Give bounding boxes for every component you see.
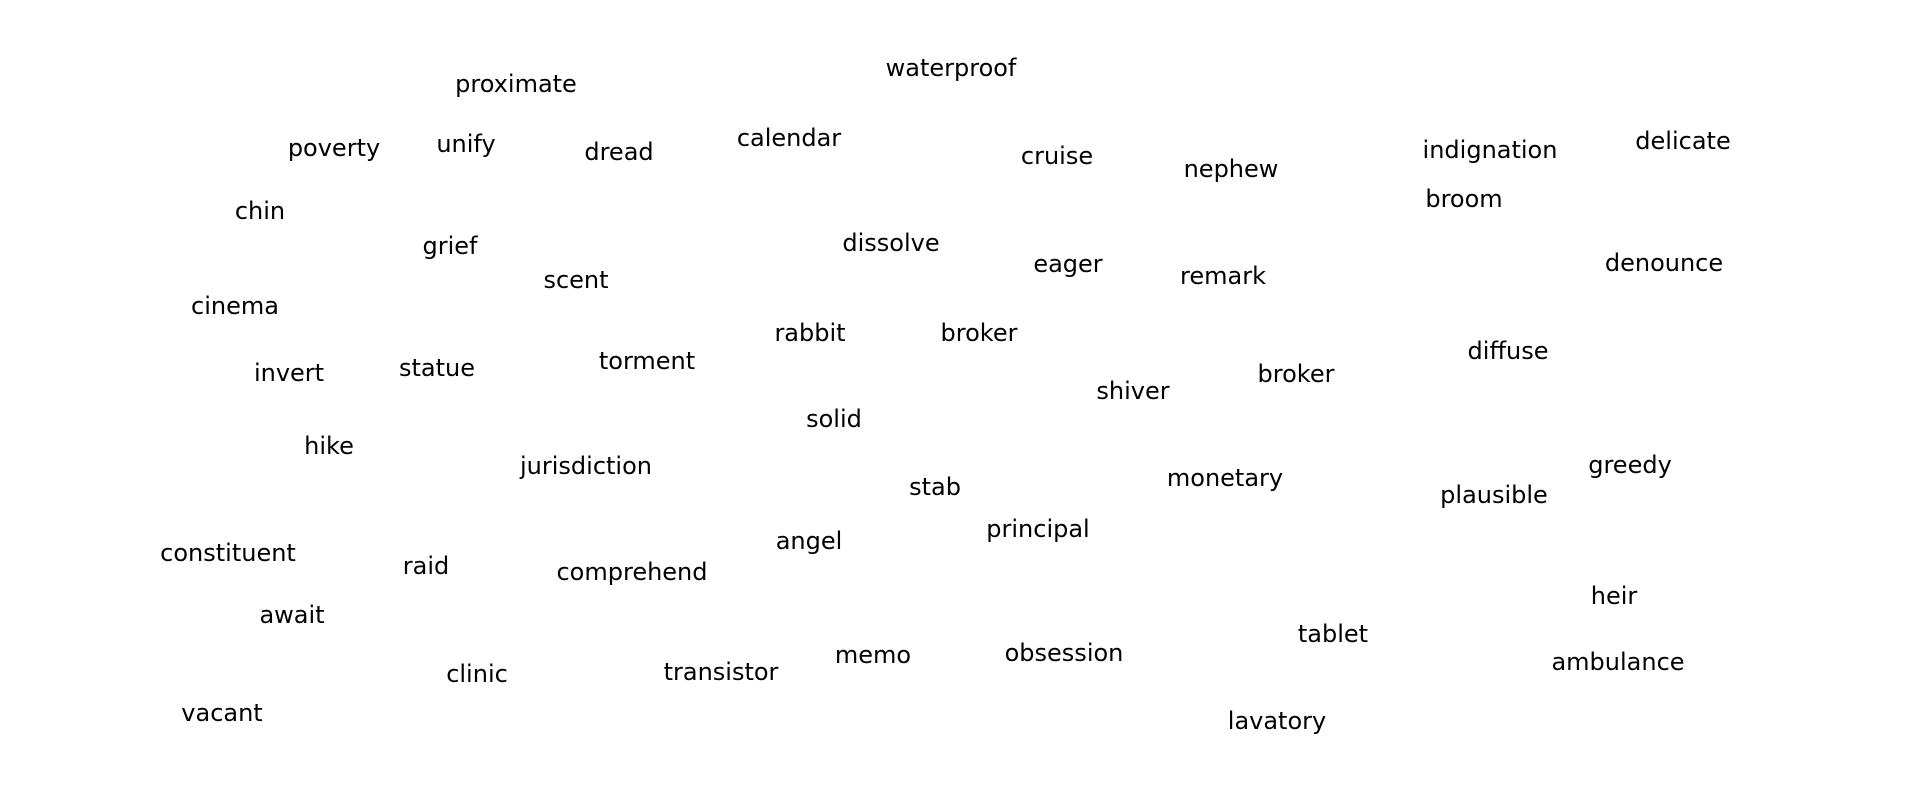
word-vacant: vacant: [181, 699, 263, 727]
word-ambulance: ambulance: [1551, 648, 1685, 676]
word-raid: raid: [402, 552, 450, 580]
word-solid: solid: [806, 405, 862, 433]
word-unify: unify: [436, 130, 496, 158]
word-broker: broker: [940, 319, 1018, 347]
word-grief: grief: [422, 232, 478, 260]
word-calendar: calendar: [736, 124, 842, 152]
word-chin: chin: [234, 197, 286, 225]
word-constituent: constituent: [160, 539, 296, 567]
word-await: await: [259, 601, 325, 629]
word-shiver: shiver: [1096, 377, 1170, 405]
word-dread: dread: [584, 138, 654, 166]
word-transistor: transistor: [663, 658, 779, 686]
word-monetary: monetary: [1166, 464, 1284, 492]
word-poverty: poverty: [287, 134, 381, 162]
word-stab: stab: [909, 473, 961, 501]
word-delicate: delicate: [1635, 127, 1731, 155]
word-greedy: greedy: [1588, 451, 1672, 479]
word-statue: statue: [398, 354, 476, 382]
word-dissolve: dissolve: [842, 229, 940, 257]
word-scent: scent: [543, 266, 609, 294]
word-tablet: tablet: [1297, 620, 1369, 648]
word-comprehend: comprehend: [556, 558, 708, 586]
word-obsession: obsession: [1004, 639, 1124, 667]
word-denounce: denounce: [1604, 249, 1724, 277]
word-principal: principal: [986, 515, 1090, 543]
word-rabbit: rabbit: [774, 319, 846, 347]
word-lavatory: lavatory: [1227, 707, 1327, 735]
word-cruise: cruise: [1020, 142, 1094, 170]
word-clinic: clinic: [446, 660, 508, 688]
word-diffuse: diffuse: [1467, 337, 1549, 365]
word-broker: broker: [1257, 360, 1335, 388]
word-remark: remark: [1180, 262, 1266, 290]
word-cinema: cinema: [191, 292, 279, 320]
word-indignation: indignation: [1422, 136, 1558, 164]
word-heir: heir: [1590, 582, 1638, 610]
word-torment: torment: [598, 347, 696, 375]
word-nephew: nephew: [1183, 155, 1279, 183]
word-hike: hike: [304, 432, 354, 460]
word-memo: memo: [834, 641, 912, 669]
word-invert: invert: [253, 359, 325, 387]
word-jurisdiction: jurisdiction: [520, 452, 652, 480]
word-angel: angel: [775, 527, 843, 555]
word-broom: broom: [1425, 185, 1503, 213]
word-plausible: plausible: [1440, 481, 1548, 509]
word-waterproof: waterproof: [885, 54, 1017, 82]
word-eager: eager: [1033, 250, 1103, 278]
word-proximate: proximate: [455, 70, 577, 98]
